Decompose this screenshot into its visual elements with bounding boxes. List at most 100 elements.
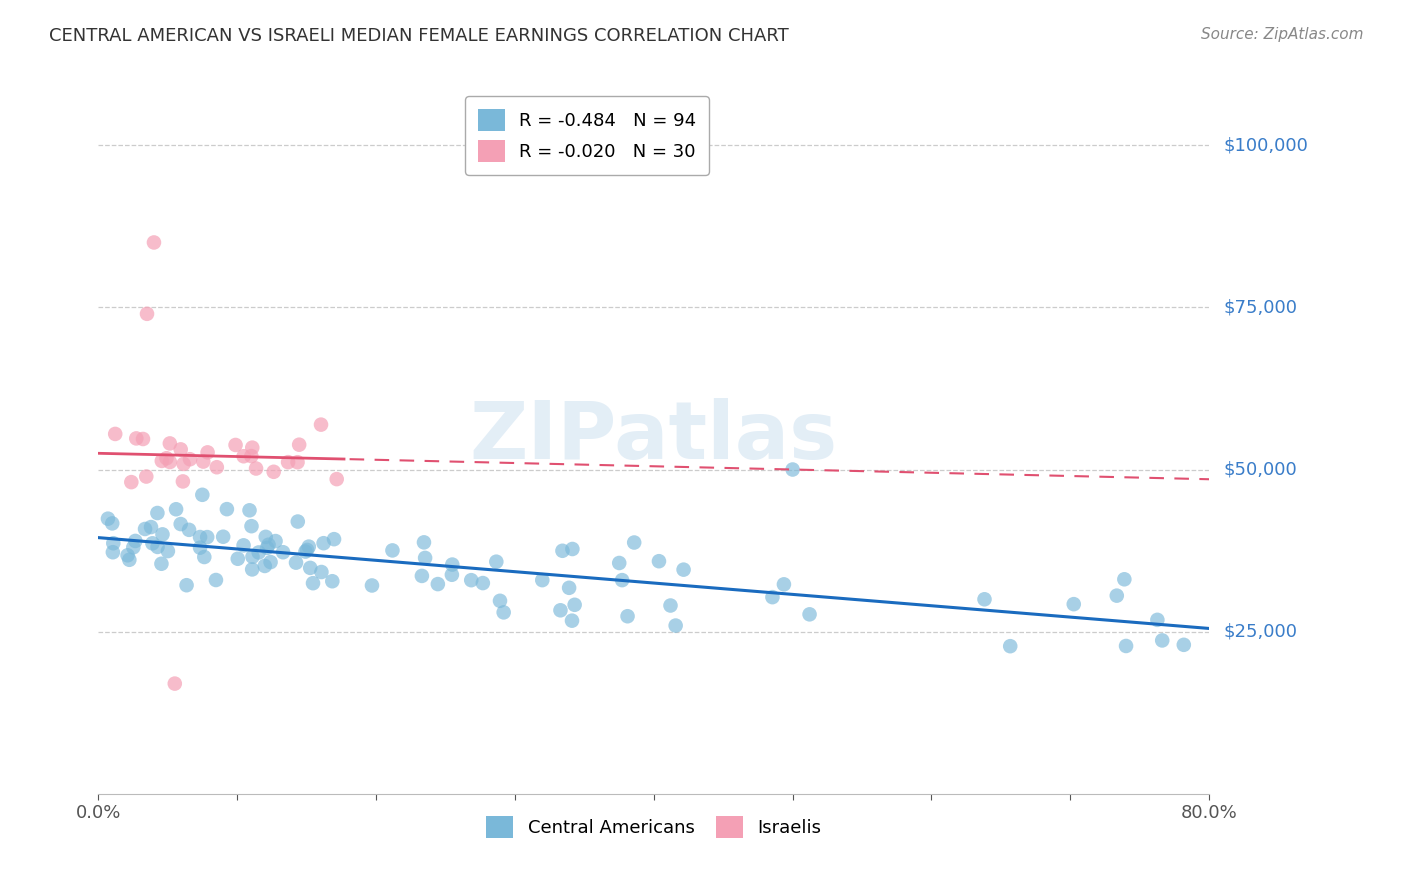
Point — [411, 569, 433, 583]
Point — [135, 469, 157, 483]
Text: ZIPatlas: ZIPatlas — [470, 398, 838, 476]
Point — [672, 563, 695, 577]
Text: CENTRAL AMERICAN VS ISRAELI MEDIAN FEMALE EARNINGS CORRELATION CHART: CENTRAL AMERICAN VS ISRAELI MEDIAN FEMAL… — [49, 27, 789, 45]
Point — [271, 545, 294, 559]
Point — [607, 556, 630, 570]
Point — [225, 438, 247, 452]
Point — [150, 557, 173, 571]
Point — [143, 235, 166, 250]
Point — [1000, 639, 1022, 653]
Point — [156, 544, 179, 558]
Point — [136, 307, 159, 321]
Point — [238, 503, 260, 517]
Point — [259, 555, 281, 569]
Point — [245, 461, 267, 475]
Point — [610, 573, 633, 587]
Point — [242, 549, 264, 564]
Point — [247, 545, 270, 559]
Point — [240, 562, 263, 576]
Point — [361, 578, 384, 592]
Point — [616, 609, 638, 624]
Point — [531, 573, 554, 587]
Point — [177, 523, 200, 537]
Point — [309, 417, 332, 432]
Point — [118, 553, 141, 567]
Point — [426, 577, 449, 591]
Point — [321, 574, 343, 589]
Point — [122, 541, 145, 555]
Point — [485, 555, 508, 569]
Point — [440, 567, 463, 582]
Point — [298, 540, 321, 554]
Point — [191, 488, 214, 502]
Point — [125, 431, 148, 445]
Point — [197, 445, 219, 459]
Point — [381, 543, 404, 558]
Point — [163, 676, 186, 690]
Point — [287, 515, 309, 529]
Point — [134, 522, 156, 536]
Point — [240, 441, 263, 455]
Point — [232, 538, 254, 552]
Point — [561, 541, 583, 556]
Text: $50,000: $50,000 — [1223, 460, 1296, 478]
Point — [101, 516, 124, 531]
Point — [193, 549, 215, 564]
Point — [761, 590, 783, 604]
Legend: Central Americans, Israelis: Central Americans, Israelis — [475, 805, 832, 849]
Point — [226, 551, 249, 566]
Point — [277, 455, 299, 469]
Point — [120, 475, 142, 489]
Point — [141, 536, 163, 550]
Point — [195, 530, 218, 544]
Point — [1063, 597, 1085, 611]
Point — [782, 462, 804, 476]
Point — [253, 558, 276, 573]
Point — [551, 543, 574, 558]
Point — [1115, 639, 1137, 653]
Point — [312, 536, 335, 550]
Point — [1173, 638, 1195, 652]
Point — [146, 506, 169, 520]
Point — [665, 618, 688, 632]
Point — [257, 538, 280, 552]
Point — [97, 511, 120, 525]
Point — [489, 594, 512, 608]
Point — [159, 455, 181, 469]
Point — [212, 530, 235, 544]
Point — [170, 517, 193, 532]
Point — [441, 558, 464, 572]
Point — [155, 451, 177, 466]
Point — [558, 581, 581, 595]
Point — [799, 607, 821, 622]
Point — [623, 535, 645, 549]
Point — [170, 442, 193, 457]
Point — [471, 576, 494, 591]
Point — [1105, 589, 1128, 603]
Point — [302, 576, 325, 591]
Point — [973, 592, 995, 607]
Point — [205, 460, 228, 475]
Point — [648, 554, 671, 568]
Point — [550, 603, 572, 617]
Point — [159, 436, 181, 450]
Point — [460, 573, 482, 587]
Point — [564, 598, 586, 612]
Point — [773, 577, 796, 591]
Point — [295, 543, 318, 558]
Point — [104, 426, 127, 441]
Point — [413, 550, 436, 565]
Point — [323, 532, 346, 546]
Point — [294, 544, 316, 558]
Point — [146, 540, 169, 554]
Point — [205, 573, 228, 587]
Point — [240, 519, 263, 533]
Point — [325, 472, 347, 486]
Point — [492, 606, 515, 620]
Point — [287, 455, 309, 469]
Point — [264, 534, 287, 549]
Point — [1146, 613, 1168, 627]
Point — [188, 541, 211, 555]
Point — [240, 449, 263, 463]
Point — [311, 565, 333, 579]
